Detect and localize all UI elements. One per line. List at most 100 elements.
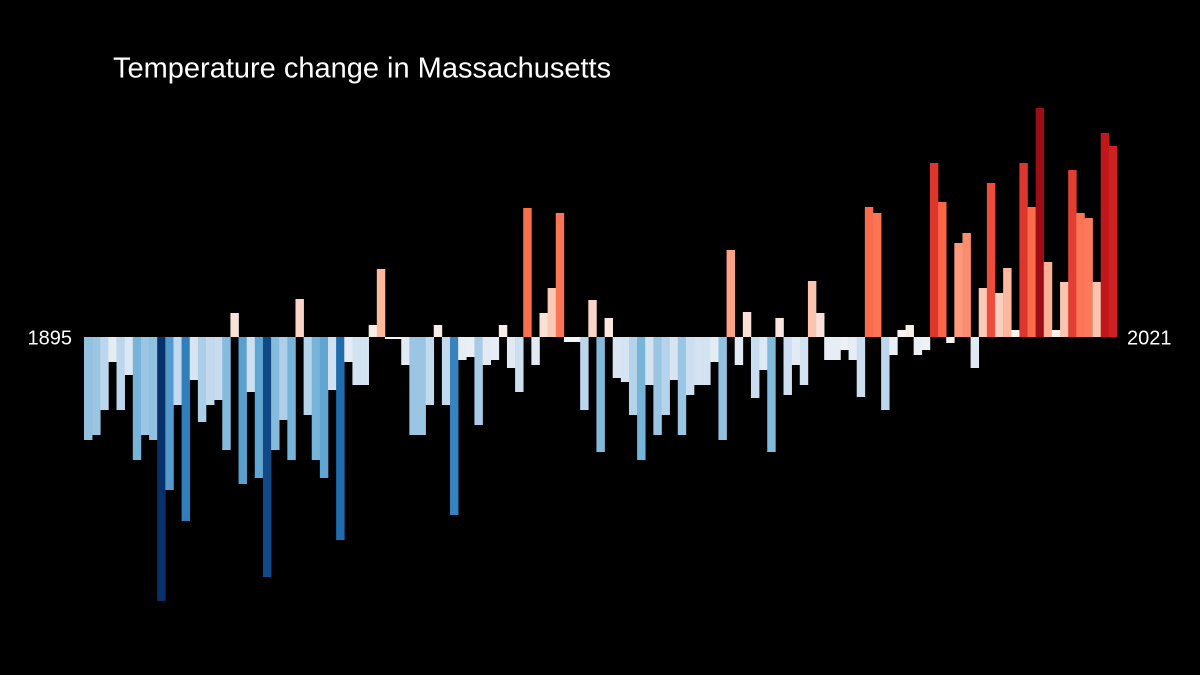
bar	[954, 243, 963, 337]
bar	[791, 337, 801, 365]
bar	[319, 337, 329, 478]
bar	[1076, 213, 1085, 337]
bar	[539, 313, 548, 337]
bar	[157, 337, 166, 601]
x-tick-label: 2021	[1127, 327, 1172, 349]
bar	[149, 337, 158, 440]
bar	[498, 325, 508, 337]
bar	[173, 337, 182, 405]
bar	[807, 281, 817, 337]
bar	[897, 330, 906, 337]
bar	[132, 337, 142, 460]
bar	[165, 337, 174, 490]
bar	[360, 337, 369, 385]
bar	[124, 337, 134, 375]
bar	[336, 337, 345, 540]
bar	[490, 337, 500, 360]
bar	[1027, 207, 1036, 337]
bar	[352, 337, 361, 385]
bar	[1043, 262, 1053, 337]
bar	[1092, 282, 1102, 337]
bar	[653, 337, 662, 435]
bar	[596, 337, 605, 452]
bar	[750, 337, 760, 398]
bar	[734, 337, 744, 365]
bar	[767, 337, 776, 452]
bar	[637, 337, 646, 460]
bar	[799, 337, 809, 385]
bar	[1060, 282, 1069, 337]
bar	[710, 337, 719, 362]
bar	[425, 337, 435, 405]
bar	[482, 337, 491, 365]
bar	[994, 293, 1004, 337]
bar	[1084, 218, 1093, 337]
bar	[905, 325, 914, 337]
bar	[604, 318, 614, 337]
bar	[946, 337, 955, 343]
bar	[685, 337, 695, 395]
bar	[409, 337, 418, 435]
bar	[466, 337, 475, 357]
bar	[572, 337, 581, 342]
bar	[458, 337, 467, 360]
bar	[189, 337, 199, 380]
bar	[588, 300, 597, 337]
bar	[523, 208, 532, 337]
bar	[872, 213, 882, 337]
bar	[620, 337, 630, 382]
bar	[978, 288, 988, 337]
bar	[230, 313, 239, 337]
bar	[677, 337, 687, 435]
bar	[254, 337, 264, 478]
bar	[889, 337, 898, 355]
bar	[197, 337, 207, 422]
bar	[702, 337, 711, 385]
bar	[108, 337, 117, 362]
bar	[921, 337, 931, 350]
bar	[775, 318, 784, 337]
x-tick-label: 1895	[28, 327, 73, 349]
bar	[816, 313, 825, 337]
bar	[92, 337, 101, 435]
bar	[222, 337, 231, 450]
bar	[759, 337, 768, 370]
bar	[824, 337, 833, 360]
bar	[856, 337, 866, 397]
bar	[271, 337, 280, 450]
bar	[246, 337, 256, 392]
bar	[783, 337, 792, 395]
bar	[929, 163, 939, 337]
bar	[384, 337, 394, 339]
bar	[344, 337, 353, 362]
bar	[645, 337, 654, 385]
bar	[881, 337, 890, 410]
bar	[718, 337, 727, 440]
bar	[962, 233, 971, 337]
bar	[1051, 330, 1061, 337]
bar	[726, 250, 736, 337]
bar	[515, 337, 524, 392]
bar	[913, 337, 923, 355]
bar	[100, 337, 109, 410]
bar	[238, 337, 247, 484]
bar	[938, 202, 947, 337]
bar	[287, 337, 296, 460]
bar	[832, 337, 841, 360]
bar	[580, 337, 589, 410]
bar	[214, 337, 223, 400]
bar	[1011, 330, 1020, 337]
bar	[1100, 133, 1110, 337]
bar	[393, 337, 402, 339]
bar	[1035, 108, 1045, 337]
bar	[628, 337, 638, 415]
bar	[506, 337, 516, 368]
bar	[661, 337, 670, 415]
bar	[433, 325, 443, 337]
bar	[547, 288, 557, 337]
bar	[376, 269, 386, 337]
chart-title: Temperature change in Massachusetts	[113, 53, 611, 85]
bar	[116, 337, 125, 410]
bar	[450, 337, 459, 515]
